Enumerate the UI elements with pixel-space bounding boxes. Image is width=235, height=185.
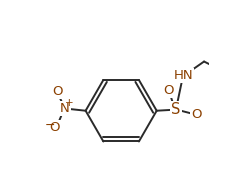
Text: O: O <box>192 108 202 121</box>
Text: +: + <box>65 98 74 108</box>
Text: O: O <box>49 121 60 134</box>
Text: HN: HN <box>173 69 193 82</box>
Text: N: N <box>60 102 70 115</box>
Text: −: − <box>44 119 55 132</box>
Text: O: O <box>163 84 174 97</box>
Text: S: S <box>171 102 180 117</box>
Text: O: O <box>52 85 62 98</box>
